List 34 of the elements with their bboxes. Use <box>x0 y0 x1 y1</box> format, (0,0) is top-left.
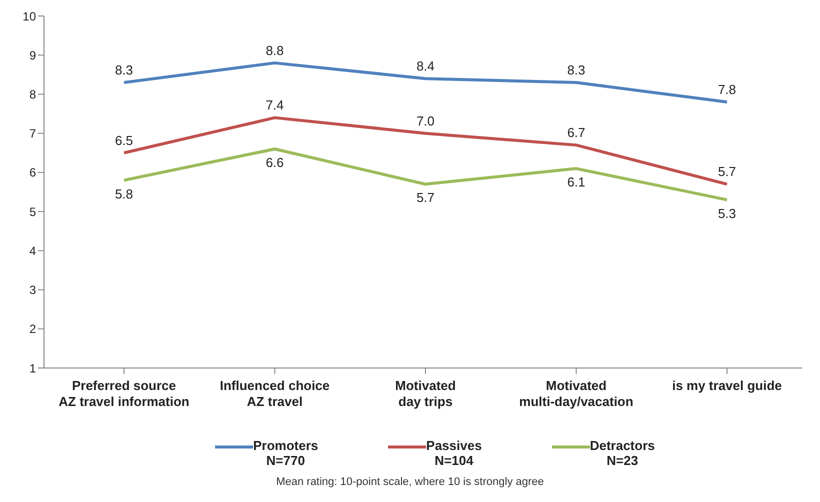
data-label: 6.5 <box>114 132 134 148</box>
legend-label: Passives N=104 <box>426 438 482 468</box>
x-tick-label: is my travel guide <box>672 378 782 393</box>
data-label: 5.7 <box>718 164 736 180</box>
x-tick-label: Influenced choice AZ travel <box>220 378 330 409</box>
y-tick-label: 6 <box>29 166 36 180</box>
x-tick-label: Preferred source AZ travel information <box>58 378 190 409</box>
y-tick-label: 10 <box>22 9 36 24</box>
y-tick-label: 3 <box>29 283 36 298</box>
data-label: 8.8 <box>266 42 284 58</box>
legend-label: Promoters N=770 <box>253 438 318 468</box>
x-tick-label: Motivated multi-day/vacation <box>519 378 634 409</box>
data-label: 6.1 <box>567 174 586 190</box>
legend-label: Detractors N=23 <box>590 438 655 468</box>
y-tick-label: 8 <box>29 87 36 102</box>
y-tick-label: 1 <box>29 361 36 376</box>
data-label: 8.3 <box>114 62 134 78</box>
data-label: 7.0 <box>416 113 435 128</box>
y-tick-label: 4 <box>29 244 36 258</box>
y-tick-label: 2 <box>29 322 36 336</box>
data-label: 7.4 <box>266 98 284 113</box>
data-label: 6.6 <box>266 154 284 170</box>
text: Mean rating: 10-point scale, where 10 is strongly agree <box>275 476 545 488</box>
y-tick-label: 7 <box>29 126 36 141</box>
data-label: 7.8 <box>718 82 736 98</box>
data-label: 8.3 <box>567 62 586 78</box>
data-label: 8.4 <box>416 58 435 74</box>
y-tick-label: 5 <box>29 204 36 219</box>
data-label: 5.3 <box>718 206 736 221</box>
x-tick-label: Motivated day trips <box>395 378 456 409</box>
data-label: 6.7 <box>567 125 586 140</box>
y-tick-label: 9 <box>29 48 36 62</box>
data-label: 5.7 <box>416 190 435 206</box>
data-label: 5.8 <box>114 186 134 202</box>
